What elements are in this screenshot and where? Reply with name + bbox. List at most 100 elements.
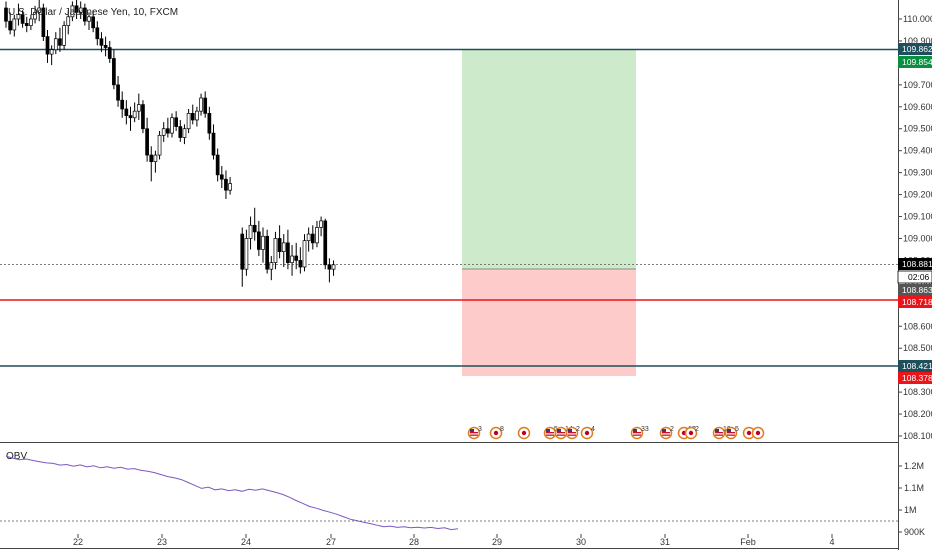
- candle-up[interactable]: [306, 233, 311, 242]
- candle-down[interactable]: [103, 44, 108, 48]
- us-flag-icon[interactable]: 2: [659, 426, 675, 440]
- us-flag-icon[interactable]: 2: [565, 426, 581, 440]
- candle-down[interactable]: [178, 126, 183, 138]
- candle-up[interactable]: [195, 110, 199, 121]
- candle-up[interactable]: [66, 16, 71, 26]
- candle-up[interactable]: [62, 25, 66, 46]
- candle-down[interactable]: [24, 23, 29, 26]
- candle-up[interactable]: [161, 128, 166, 136]
- candle-down[interactable]: [257, 231, 261, 250]
- candle-down[interactable]: [298, 260, 303, 268]
- candle-up[interactable]: [269, 262, 274, 270]
- candle-down[interactable]: [219, 174, 224, 180]
- economic-events-row[interactable]: 3851424332122105: [467, 426, 765, 440]
- lower-level-label-bg: [898, 360, 932, 372]
- candle-up[interactable]: [319, 220, 323, 228]
- candle-down[interactable]: [95, 27, 100, 40]
- candle-up[interactable]: [186, 113, 191, 130]
- jp-flag-icon[interactable]: 8: [489, 426, 505, 440]
- candle-up[interactable]: [331, 264, 336, 270]
- candle-up[interactable]: [78, 7, 83, 13]
- candle-down[interactable]: [252, 224, 257, 233]
- candle-up[interactable]: [273, 238, 278, 263]
- candle-up[interactable]: [170, 117, 174, 134]
- candle-down[interactable]: [327, 264, 332, 270]
- candle-up[interactable]: [136, 104, 141, 112]
- loss-zone[interactable]: [462, 269, 636, 376]
- time-tick-label: 29: [492, 537, 502, 547]
- candle-down[interactable]: [190, 113, 195, 121]
- candle-down[interactable]: [203, 97, 208, 114]
- us-flag-icon[interactable]: 33: [630, 426, 649, 440]
- candle-up[interactable]: [261, 235, 265, 250]
- candle-down[interactable]: [128, 115, 133, 119]
- candle-down[interactable]: [207, 113, 212, 134]
- candle-up[interactable]: [16, 14, 21, 20]
- jp-flag-icon[interactable]: [751, 426, 765, 440]
- candle-down[interactable]: [120, 99, 125, 110]
- candle-down[interactable]: [58, 38, 62, 46]
- candle-up[interactable]: [70, 5, 75, 18]
- candles-layer[interactable]: [4, 0, 336, 287]
- candle-down[interactable]: [124, 108, 129, 116]
- candle-down[interactable]: [224, 178, 228, 191]
- candle-up[interactable]: [315, 227, 319, 244]
- candle-down[interactable]: [323, 220, 328, 266]
- candle-up[interactable]: [12, 18, 17, 31]
- jp-flag-icon[interactable]: 4: [580, 426, 596, 440]
- candle-down[interactable]: [277, 238, 282, 252]
- profit-zone[interactable]: [462, 50, 636, 269]
- candle-up[interactable]: [157, 134, 162, 156]
- candle-down[interactable]: [41, 7, 46, 37]
- candle-up[interactable]: [244, 238, 249, 270]
- candle-down[interactable]: [141, 104, 145, 130]
- candle-up[interactable]: [132, 110, 137, 119]
- obv-axis[interactable]: 1.2M 1.1M 1M 900K: [898, 461, 925, 537]
- candle-down[interactable]: [310, 233, 315, 244]
- candle-up[interactable]: [87, 16, 91, 22]
- candle-up[interactable]: [153, 154, 158, 163]
- candle-down[interactable]: [215, 154, 220, 176]
- us-flag-icon[interactable]: 5: [724, 426, 740, 440]
- candle-down[interactable]: [116, 84, 120, 101]
- candle-up[interactable]: [182, 128, 187, 138]
- candle-down[interactable]: [4, 7, 8, 22]
- candle-up[interactable]: [33, 12, 37, 20]
- jp-flag-icon[interactable]: [517, 426, 531, 440]
- candle-up[interactable]: [248, 224, 253, 239]
- candle-down[interactable]: [107, 47, 112, 59]
- candle-down[interactable]: [294, 255, 299, 261]
- position-tool[interactable]: [462, 50, 636, 376]
- candle-up[interactable]: [302, 240, 307, 268]
- candle-down[interactable]: [112, 58, 116, 86]
- candle-down[interactable]: [45, 36, 50, 55]
- candle-down[interactable]: [82, 7, 87, 22]
- candle-down[interactable]: [74, 5, 79, 13]
- candle-down[interactable]: [240, 233, 245, 270]
- jp-flag-icon[interactable]: 2: [684, 426, 700, 440]
- us-flag-icon[interactable]: 3: [467, 426, 483, 440]
- candle-down[interactable]: [265, 235, 269, 270]
- candle-up[interactable]: [281, 242, 286, 252]
- obv-line[interactable]: [5, 455, 459, 531]
- candle-down[interactable]: [149, 154, 154, 163]
- candle-up[interactable]: [199, 97, 203, 112]
- obv-indicator-title[interactable]: OBV: [6, 451, 27, 462]
- candle-up[interactable]: [53, 38, 58, 51]
- candle-down[interactable]: [91, 16, 96, 29]
- candle-up[interactable]: [29, 18, 33, 26]
- candle-down[interactable]: [20, 14, 25, 24]
- candle-up[interactable]: [49, 49, 54, 55]
- time-axis[interactable]: 22 23 24 27 28 29 30 31 Feb 4: [73, 534, 835, 547]
- candle-down[interactable]: [166, 128, 170, 134]
- candle-down[interactable]: [8, 20, 12, 31]
- candle-down[interactable]: [286, 242, 290, 263]
- candle-up[interactable]: [290, 255, 294, 263]
- candle-down[interactable]: [99, 38, 104, 46]
- candle-up[interactable]: [228, 183, 232, 191]
- candle-down[interactable]: [145, 128, 149, 156]
- candle-up[interactable]: [37, 7, 42, 13]
- candle-down[interactable]: [174, 117, 178, 127]
- candle-down[interactable]: [211, 132, 216, 156]
